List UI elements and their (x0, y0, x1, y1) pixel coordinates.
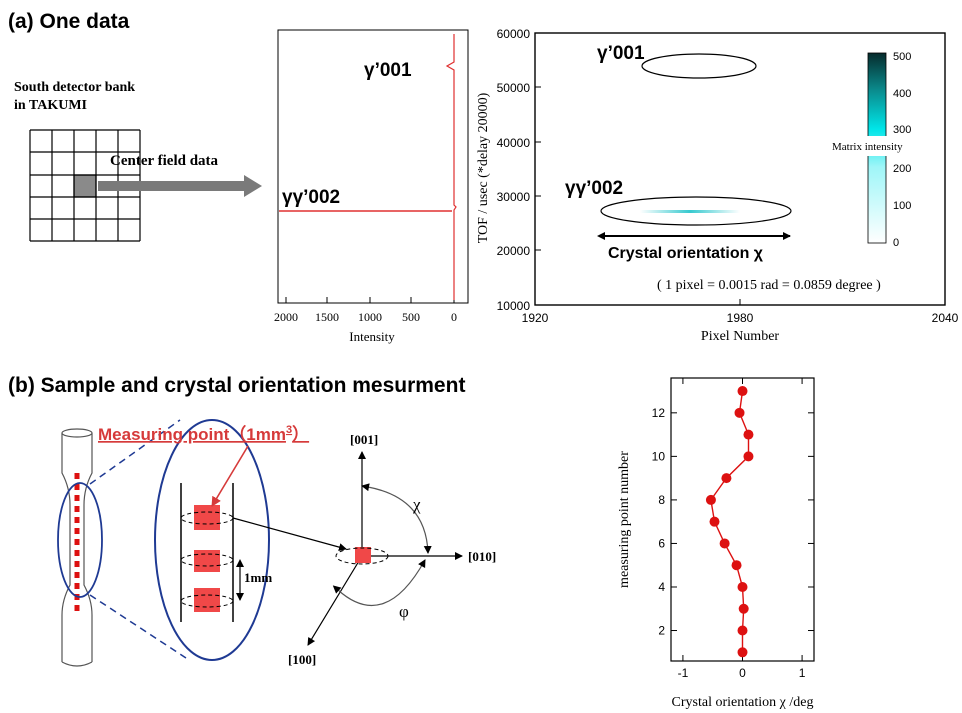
chi-angle-arc (361, 483, 432, 554)
spectrum-plot: 2000 1500 1000 500 0 Intensity γ’001 γγ’… (274, 29, 469, 344)
spectrum-peak-001-label: γ’001 (364, 60, 412, 81)
specimen-rod (61, 428, 93, 667)
chart-xlabel: Crystal orientation χ /deg (672, 695, 814, 710)
colorbar-tick-400: 400 (893, 88, 911, 100)
colorbar-tick-200: 200 (893, 163, 911, 175)
chart-ylabel: measuring point number (617, 451, 632, 588)
y-tick-label: 8 (658, 493, 665, 507)
data-point (721, 473, 732, 484)
spectrum-peak-002-label: γγ’002 (282, 187, 340, 208)
spectrum-frame (277, 29, 469, 304)
data-point (709, 516, 720, 527)
measuring-point-pointer (211, 445, 249, 507)
colorbar-tick-300: 300 (893, 124, 911, 136)
spectrum-xtick-500: 500 (402, 310, 420, 324)
detector-label-line2: in TAKUMI (14, 98, 87, 113)
data-point (719, 538, 730, 549)
zoomed-specimen: 1mm (154, 419, 272, 661)
measuring-block-1 (194, 505, 220, 530)
tof-ytick-40000: 40000 (497, 136, 531, 150)
measuring-point-label: Measuring point（1mm3） (98, 424, 309, 444)
spectrum-trace (445, 34, 457, 300)
colorbar-label-bg (826, 136, 942, 156)
spectrum-xtick-1000: 1000 (358, 310, 382, 324)
y-tick-label: 4 (658, 580, 665, 594)
orientation-label: Crystal orientation χ (608, 245, 764, 262)
center-field-arrow (98, 175, 262, 197)
colorbar-tick-500: 500 (893, 51, 911, 63)
peak-002-intensity-band (640, 210, 740, 213)
data-point (743, 429, 754, 440)
colorbar-tick-0: 0 (893, 237, 899, 249)
center-pixel (73, 174, 97, 198)
tof-xtick-1920: 1920 (522, 311, 549, 325)
tof-ylabel: TOF / usec (*delay 20000) (476, 92, 491, 243)
tof-ytick-50000: 50000 (497, 81, 531, 95)
data-point (738, 603, 749, 614)
measuring-point-text: Measuring point（1mm (98, 424, 286, 444)
part-b-title: (b) Sample and crystal orientation mesur… (8, 374, 465, 397)
peak-001-ellipse (641, 53, 757, 79)
tof-peak-002-label: γγ’002 (565, 178, 623, 199)
measuring-block-2 (194, 550, 220, 572)
data-point (737, 647, 748, 658)
data-point (734, 407, 745, 418)
y-tick-label: 12 (652, 406, 666, 420)
specimen-zoom-circle (57, 482, 103, 598)
data-point (737, 581, 748, 592)
tof-xtick-1980: 1980 (727, 311, 754, 325)
data-point (731, 560, 742, 571)
axis-001-label: [001] (350, 432, 378, 447)
part-a-title: (a) One data (8, 10, 130, 33)
measuring-block-3 (194, 588, 220, 612)
x-tick-label: -1 (678, 666, 689, 680)
crystal-axes: [001] [010] [100] χ φ (288, 432, 496, 667)
data-point (705, 494, 716, 505)
measuring-point-sup: 3 (286, 424, 292, 436)
tof-ytick-10000: 10000 (497, 299, 531, 313)
center-field-label: Center field data (110, 153, 219, 169)
chi-label: χ (412, 495, 421, 514)
y-tick-label: 2 (658, 624, 665, 638)
data-point (737, 386, 748, 397)
spectrum-xtick-1500: 1500 (315, 310, 339, 324)
spectrum-xlabel: Intensity (349, 329, 395, 344)
phi-label: φ (399, 602, 409, 621)
zoom-line-top (89, 419, 181, 485)
y-tick-label: 6 (658, 536, 665, 550)
tof-map-plot: 10000 20000 30000 40000 50000 60000 1920… (476, 27, 959, 344)
spectrum-xtick-0: 0 (451, 310, 457, 324)
chart-marks (705, 386, 754, 658)
data-point (737, 625, 748, 636)
axis-100-label: [100] (288, 652, 316, 667)
zoom-to-axes-arrow (232, 517, 347, 552)
detector-label-line1: South detector bank (14, 80, 135, 95)
measuring-point-close: ） (292, 424, 309, 444)
zoom-ellipse (154, 419, 270, 661)
tof-xtick-2040: 2040 (932, 311, 959, 325)
x-tick-label: 0 (739, 666, 746, 680)
phi-angle-arc (332, 559, 426, 606)
pixel-note: ( 1 pixel = 0.0015 rad = 0.0859 degree ) (657, 278, 881, 293)
tof-ytick-30000: 30000 (497, 190, 531, 204)
tof-ytick-20000: 20000 (497, 244, 531, 258)
tof-peak-001-label: γ’001 (597, 43, 645, 64)
data-point (743, 451, 754, 462)
spectrum-xtick-2000: 2000 (274, 310, 298, 324)
spacing-label: 1mm (244, 570, 272, 585)
tof-xlabel: Pixel Number (701, 329, 779, 344)
tof-ytick-60000: 60000 (497, 27, 531, 41)
peak-002-ellipse (600, 196, 792, 226)
y-tick-label: 10 (652, 449, 666, 463)
axis-010-label: [010] (468, 549, 496, 564)
x-tick-label: 1 (799, 666, 806, 680)
axes-sample-block (355, 547, 371, 563)
colorbar-tick-100: 100 (893, 200, 911, 212)
colorbar-label: Matrix intensity (832, 141, 903, 153)
